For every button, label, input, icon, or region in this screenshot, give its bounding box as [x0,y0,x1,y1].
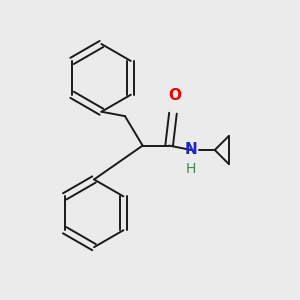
Text: N: N [185,142,198,158]
Text: O: O [168,88,181,103]
Text: H: H [186,162,196,176]
